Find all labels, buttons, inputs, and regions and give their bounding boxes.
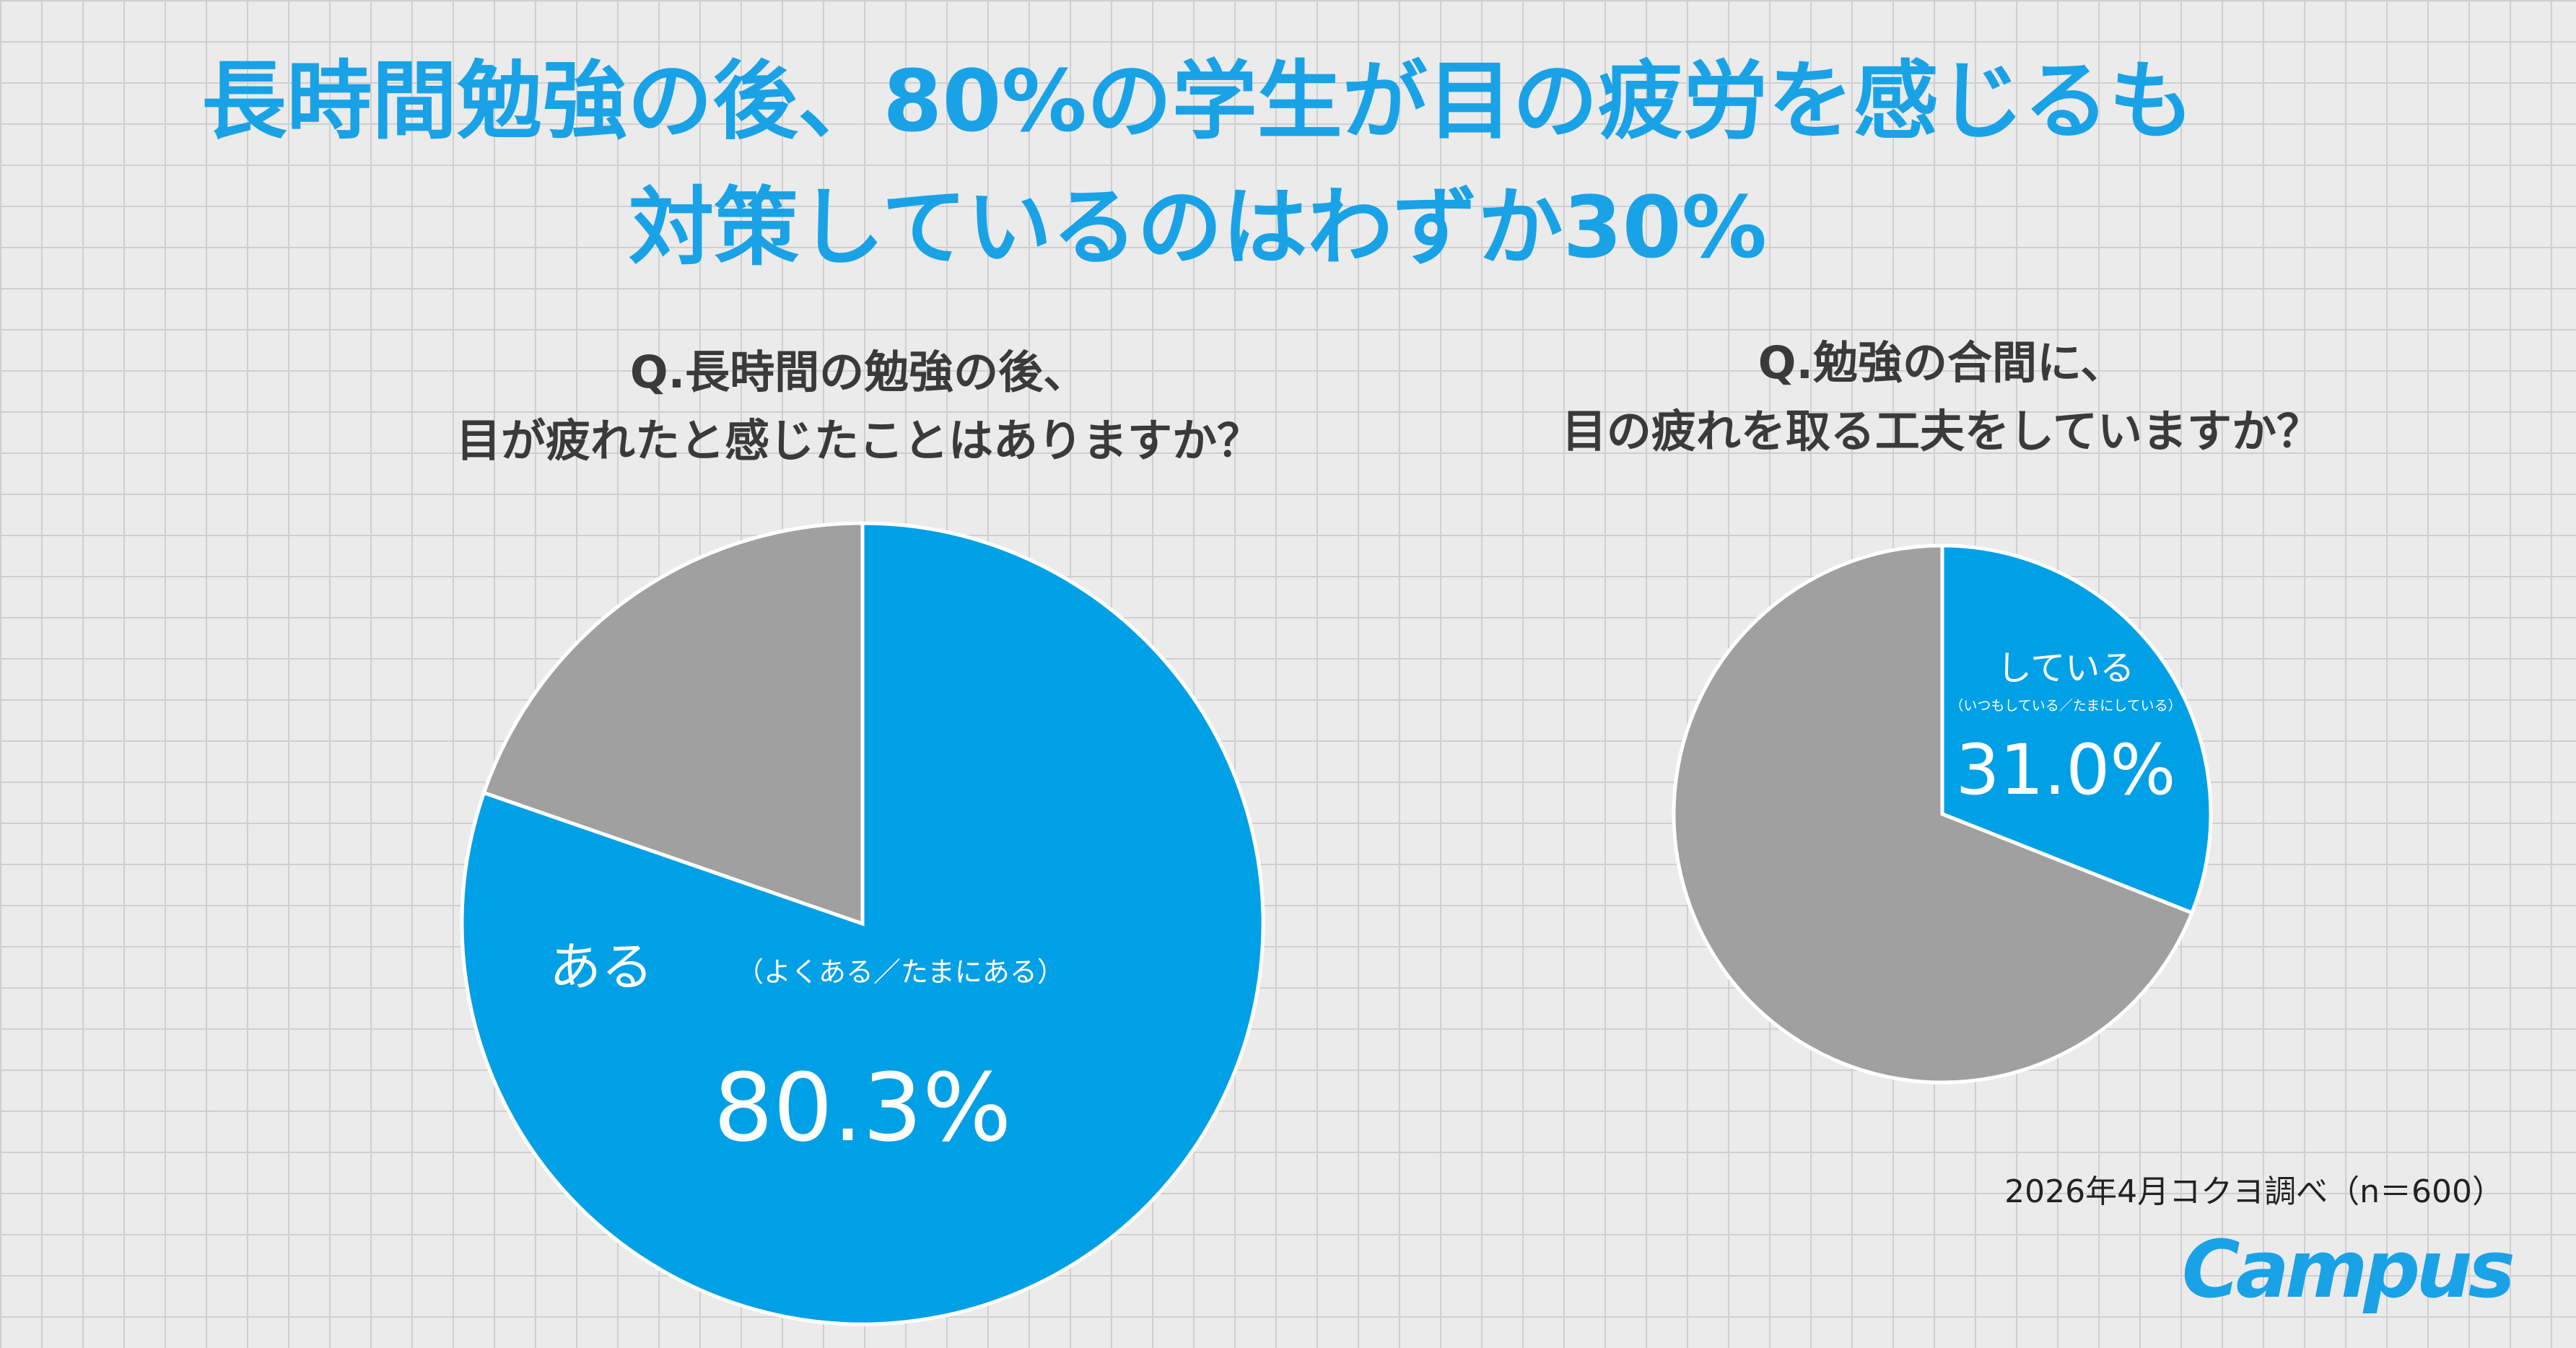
chart-2-question-line-1: Q.勉強の合間に、 xyxy=(1758,336,2126,389)
pie-2-slice-value: 31.0% xyxy=(1956,730,2176,810)
pie-2-slice-sublabel: （いつもしている／たまにしている） xyxy=(1950,698,2181,714)
pie-chart-2 xyxy=(1672,543,2213,1085)
pie-1-slice-2 xyxy=(481,521,865,927)
pie-1-slice-sublabel: （よくある／たまにある） xyxy=(736,956,1065,988)
headline-line-1: 長時間勉強の後、80%の学生が目の疲労を感じるも xyxy=(201,51,2194,151)
campus-logo: Campus xyxy=(2181,1223,2515,1316)
pie-1-slice-label: ある xyxy=(549,937,653,997)
headline-line-2: 対策しているのはわずか30% xyxy=(629,178,1767,277)
pie-1-slice-value: 80.3% xyxy=(714,1053,1012,1163)
chart-2-question: Q.勉強の合間に、 目の疲れを取る工夫をしていますか？ xyxy=(1400,328,2483,465)
pie-2-slice-1 xyxy=(1940,543,2213,916)
chart-1-question-line-2: 目が疲れたと感じたことはありますか？ xyxy=(455,414,1262,467)
source-note: 2026年4月コクヨ調べ（n＝600） xyxy=(2004,1173,2504,1210)
pie-2-slice-label: している xyxy=(1997,648,2135,688)
pie-2-slice-2 xyxy=(1672,543,2195,1085)
chart-2-question-line-2: 目の疲れを取る工夫をしていますか？ xyxy=(1561,405,2322,458)
chart-1-question-line-1: Q.長時間の勉強の後、 xyxy=(629,346,1088,398)
pie-chart-1 xyxy=(460,521,1265,1326)
chart-1-question: Q.長時間の勉強の後、 目が疲れたと感じたことはありますか？ xyxy=(318,338,1400,475)
